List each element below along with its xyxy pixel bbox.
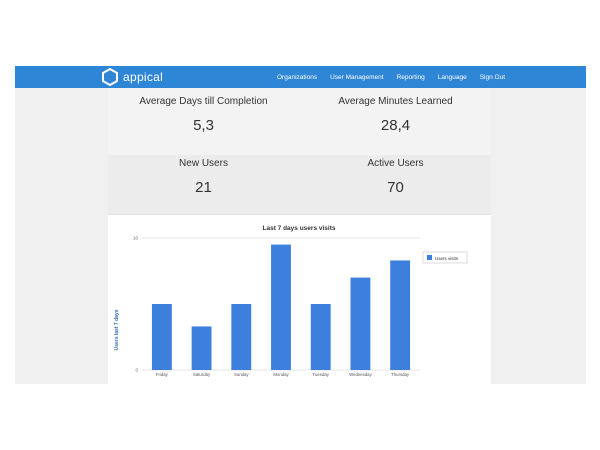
nav-language[interactable]: Language [437, 73, 467, 81]
stat-active-users: Active Users 70 [300, 158, 491, 196]
legend-box [422, 251, 468, 264]
chart-legend[interactable]: Users visits [422, 251, 468, 264]
stat-label: Average Days till Completion [139, 96, 268, 107]
x-tick-label: Thursday [391, 372, 410, 377]
stat-value: 21 [195, 179, 212, 196]
main-content: Average Days till Completion 5,3 Average… [108, 88, 491, 384]
chart-title: Last 7 days users visits [263, 225, 336, 232]
chart-x-labels: Friday Saturday Sunday Monday Tuesday Wednesd… [156, 372, 410, 377]
x-tick-label: Sunday [234, 372, 249, 377]
y-axis-label: Users last 7 days [114, 309, 120, 350]
x-tick-label: Tuesday [313, 372, 330, 377]
stat-value: 28,4 [380, 117, 411, 134]
nav-user-management[interactable]: User Management [330, 73, 384, 81]
stats-bottom-row [108, 155, 491, 214]
bar-wednesday[interactable] [350, 277, 371, 370]
main-nav: Organizations User Management Reporting … [277, 66, 518, 88]
stat-avg-minutes: Average Minutes Learned 28,4 [300, 96, 491, 134]
stat-label: Active Users [367, 158, 424, 169]
x-tick-label: Friday [156, 372, 169, 377]
bar-tuesday[interactable] [310, 304, 331, 370]
x-tick-label: Wednesday [349, 372, 372, 377]
bar-sunday[interactable] [231, 304, 252, 370]
chart-bars [151, 244, 411, 370]
x-tick-label: Saturday [193, 372, 211, 377]
visits-bar-chart: Last 7 days users visits Users last 7 da… [114, 225, 468, 377]
visits-chart-panel: Last 7 days users visits Users last 7 da… [108, 218, 491, 384]
app-logo[interactable]: appical [102, 68, 163, 86]
x-tick-label: Monday [273, 372, 289, 377]
nav-reporting[interactable]: Reporting [396, 73, 425, 81]
bar-friday[interactable] [151, 304, 172, 370]
bar-thursday[interactable] [390, 260, 411, 370]
stat-value: 5,3 [193, 117, 214, 134]
y-tick-label: 0 [135, 368, 138, 373]
stat-value: 70 [387, 179, 404, 196]
y-tick-label: 10 [133, 236, 139, 241]
stat-avg-days: Average Days till Completion 5,3 [108, 96, 299, 134]
logo-text: appical [123, 70, 164, 84]
bar-monday[interactable] [271, 244, 291, 370]
stat-label: Average Minutes Learned [338, 96, 453, 107]
bar-saturday[interactable] [191, 326, 212, 370]
stat-new-users: New Users 21 [108, 158, 299, 196]
stat-label: New Users [179, 158, 228, 169]
legend-swatch [427, 255, 432, 260]
nav-organizations[interactable]: Organizations [277, 73, 318, 81]
top-navbar: appical Organizations User Management Re… [15, 66, 586, 88]
nav-sign-out[interactable]: Sign Out [479, 73, 505, 81]
app-window: appical Organizations User Management Re… [15, 66, 586, 384]
hexagon-logo-icon [102, 68, 118, 86]
stats-panel: Average Days till Completion 5,3 Average… [108, 88, 491, 215]
legend-label: Users visits [435, 256, 459, 261]
